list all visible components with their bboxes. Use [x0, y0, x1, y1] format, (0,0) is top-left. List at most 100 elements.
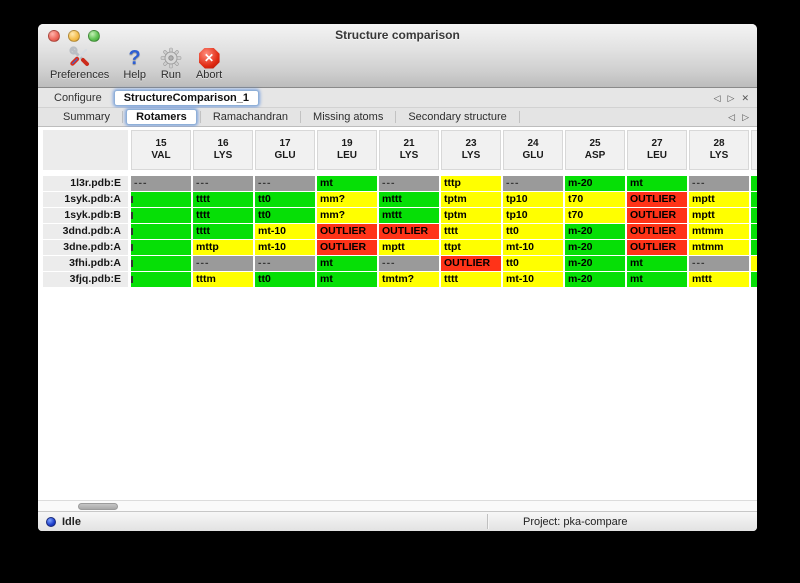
rotamer-cell[interactable]: mptt: [689, 208, 749, 223]
close-window-button[interactable]: [48, 30, 60, 42]
rotamer-cell[interactable]: tttt: [441, 224, 501, 239]
tab-summary[interactable]: Summary: [63, 111, 111, 123]
column-header-27[interactable]: 27 LEU: [627, 130, 687, 170]
rotamer-cell[interactable]: m-20: [565, 224, 625, 239]
row-label[interactable]: 3fjq.pdb:E: [43, 272, 128, 287]
rotamer-cell[interactable]: OUTLIER: [627, 240, 687, 255]
rotamer-cell[interactable]: tttp: [441, 176, 501, 191]
tabs-scroll-right-icon[interactable]: ▷: [742, 112, 749, 122]
rotamer-cell[interactable]: OUTLIER: [627, 224, 687, 239]
column-header-28[interactable]: 28 LYS: [689, 130, 749, 170]
rotamer-cell[interactable]: ---: [255, 176, 315, 191]
run-button[interactable]: Run: [160, 46, 182, 81]
rotamer-cell[interactable]: mt: [627, 256, 687, 271]
rotamer-cell[interactable]: ---: [255, 256, 315, 271]
rotamer-cell[interactable]: tptm: [441, 192, 501, 207]
rotamer-cell[interactable]: ---: [689, 256, 749, 271]
rotamer-cell[interactable]: tttt: [193, 224, 253, 239]
rotamer-cell[interactable]: mtmm: [689, 224, 749, 239]
rotamer-cell[interactable]: ttpt: [441, 240, 501, 255]
rotamer-cell[interactable]: tp10: [503, 208, 563, 223]
rotamer-cell[interactable]: ---: [379, 176, 439, 191]
column-header-24[interactable]: 24 GLU: [503, 130, 563, 170]
rotamer-cell[interactable]: mt: [317, 176, 377, 191]
rotamer-cell[interactable]: t70: [565, 192, 625, 207]
column-header-25[interactable]: 25 ASP: [565, 130, 625, 170]
tab-ramachandran[interactable]: Ramachandran: [212, 111, 289, 123]
rotamer-cell[interactable]: tt0: [503, 224, 563, 239]
rotamer-cell[interactable]: OUTLIER: [627, 192, 687, 207]
rotamer-cell[interactable]: mttp: [193, 240, 253, 255]
rotamer-cell[interactable]: ---: [193, 256, 253, 271]
horizontal-scrollbar[interactable]: [38, 500, 757, 511]
rotamer-cell[interactable]: tt0: [255, 192, 315, 207]
rotamer-cell[interactable]: OUTLIER: [379, 224, 439, 239]
rotamer-cell[interactable]: OUTLIER: [627, 208, 687, 223]
rotamer-cell[interactable]: tttt: [441, 272, 501, 287]
rotamer-cell[interactable]: tmtm?: [379, 272, 439, 287]
zoom-window-button[interactable]: [88, 30, 100, 42]
row-label[interactable]: 1l3r.pdb:E: [43, 176, 128, 191]
scrollbar-thumb[interactable]: [78, 503, 118, 510]
row-label[interactable]: 3fhi.pdb:A: [43, 256, 128, 271]
rotamer-cell[interactable]: OUTLIER: [317, 240, 377, 255]
rotamer-cell[interactable]: [131, 208, 191, 223]
rotamer-cell[interactable]: mt: [317, 256, 377, 271]
row-label[interactable]: 1syk.pdb:B: [43, 208, 128, 223]
column-header-17[interactable]: 17 GLU: [255, 130, 315, 170]
rotamer-cell[interactable]: mptt: [689, 192, 749, 207]
rotamer-cell[interactable]: mttt: [379, 192, 439, 207]
rotamer-cell[interactable]: ---: [131, 176, 191, 191]
rotamer-cell[interactable]: m-20: [565, 240, 625, 255]
rotamer-cell[interactable]: ---: [193, 176, 253, 191]
rotamer-cell[interactable]: mm?: [317, 192, 377, 207]
rotamer-cell[interactable]: mt: [627, 176, 687, 191]
rotamer-cell[interactable]: tt0: [255, 208, 315, 223]
rotamer-cell[interactable]: mtmm: [689, 240, 749, 255]
rotamer-cell[interactable]: mttt: [379, 208, 439, 223]
rotamer-cell[interactable]: OUTLIER: [441, 256, 501, 271]
rotamer-cell[interactable]: mt-10: [503, 240, 563, 255]
rotamer-cell[interactable]: tttt: [193, 192, 253, 207]
row-label[interactable]: 1syk.pdb:A: [43, 192, 128, 207]
column-header-19[interactable]: 19 LEU: [317, 130, 377, 170]
rotamer-cell[interactable]: ---: [379, 256, 439, 271]
rotamer-cell[interactable]: mt-10: [503, 272, 563, 287]
scroll-left-icon[interactable]: ◁: [713, 92, 721, 103]
column-header-23[interactable]: 23 LYS: [441, 130, 501, 170]
rotamer-cell[interactable]: mt-10: [255, 240, 315, 255]
scroll-right-icon[interactable]: ▷: [727, 92, 735, 103]
rotamer-cell[interactable]: tttt: [193, 208, 253, 223]
abort-button[interactable]: ✕ Abort: [196, 46, 222, 81]
column-header-16[interactable]: 16 LYS: [193, 130, 253, 170]
rotamer-cell[interactable]: [131, 240, 191, 255]
rotamer-cell[interactable]: mt-10: [255, 224, 315, 239]
close-configuration-icon[interactable]: ✕: [741, 92, 749, 103]
rotamer-cell[interactable]: tp10: [503, 192, 563, 207]
rotamer-cell[interactable]: tt0: [503, 256, 563, 271]
rotamer-cell[interactable]: [131, 192, 191, 207]
rotamer-cell[interactable]: t70: [565, 208, 625, 223]
rotamer-cell[interactable]: ---: [689, 176, 749, 191]
row-label[interactable]: 3dne.pdb:A: [43, 240, 128, 255]
rotamer-cell[interactable]: m-20: [565, 176, 625, 191]
rotamer-cell[interactable]: tt0: [255, 272, 315, 287]
rotamer-cell[interactable]: OUTLIER: [317, 224, 377, 239]
rotamer-cell[interactable]: mt: [627, 272, 687, 287]
tab-secondary-structure[interactable]: Secondary structure: [408, 111, 507, 123]
tab-rotamers[interactable]: Rotamers: [126, 109, 197, 125]
row-label[interactable]: 3dnd.pdb:A: [43, 224, 128, 239]
column-header-15[interactable]: 15 VAL: [131, 130, 191, 170]
rotamer-cell[interactable]: mttt: [689, 272, 749, 287]
rotamer-cell[interactable]: tttm: [193, 272, 253, 287]
configuration-tab[interactable]: StructureComparison_1: [113, 89, 260, 106]
rotamer-cell[interactable]: [131, 224, 191, 239]
rotamer-cell[interactable]: mptt: [379, 240, 439, 255]
preferences-button[interactable]: Preferences: [50, 46, 109, 81]
tabs-scroll-left-icon[interactable]: ◁: [728, 112, 736, 122]
rotamer-cell[interactable]: [131, 256, 191, 271]
column-header-21[interactable]: 21 LYS: [379, 130, 439, 170]
rotamer-cell[interactable]: mt: [317, 272, 377, 287]
rotamer-cell[interactable]: m-20: [565, 272, 625, 287]
minimize-window-button[interactable]: [68, 30, 80, 42]
